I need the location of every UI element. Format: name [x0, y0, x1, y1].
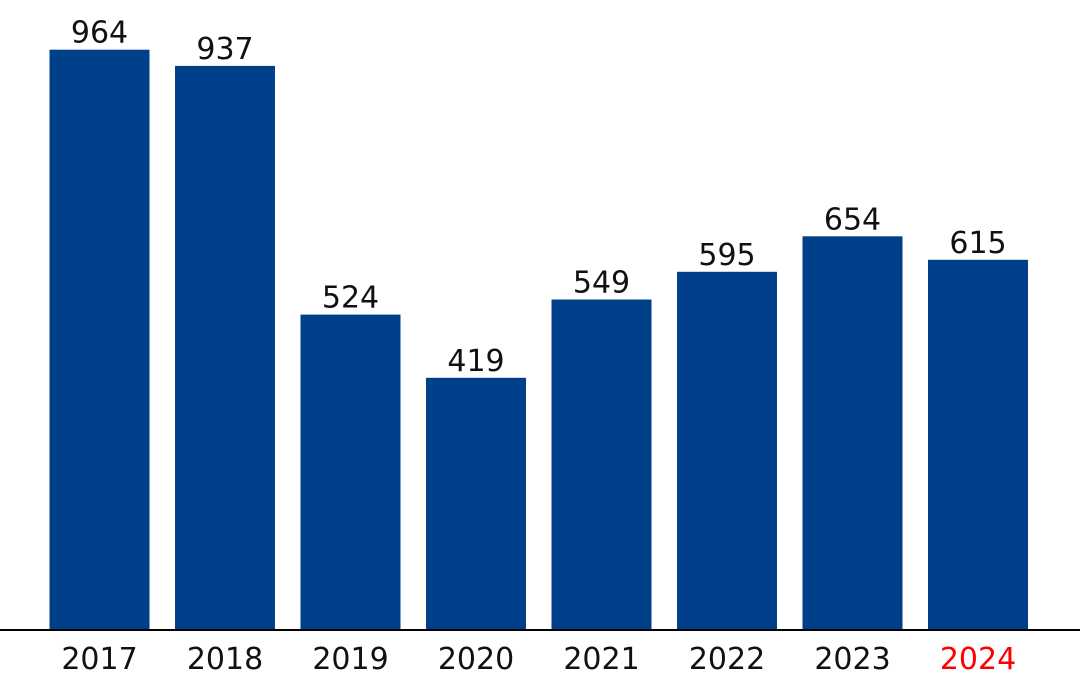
bar-2022 [677, 271, 777, 630]
bar-2018 [175, 65, 275, 630]
x-tick-labels-group: 2017 2018 2019 2020 2021 2022 2023 2024 [61, 642, 1016, 675]
x-tick-label-2019: 2019 [312, 642, 388, 675]
value-label-2023: 654 [824, 202, 881, 237]
x-tick-label-2024: 2024 [940, 642, 1016, 675]
bar-2020 [426, 377, 526, 630]
value-label-2017: 964 [71, 16, 128, 51]
x-tick-label-2023: 2023 [814, 642, 890, 675]
value-label-2019: 524 [322, 281, 379, 316]
value-labels-group: 964 937 524 419 549 595 654 615 [71, 16, 1007, 379]
bars-group [49, 49, 1028, 631]
value-label-2022: 595 [698, 238, 755, 273]
bar-2019 [300, 314, 401, 630]
bar-2021 [551, 299, 652, 630]
bar-2024 [928, 259, 1028, 630]
x-tick-label-2022: 2022 [689, 642, 765, 675]
bar-2023 [802, 236, 903, 631]
x-tick-label-2018: 2018 [187, 642, 263, 675]
value-label-2018: 937 [196, 32, 253, 67]
value-label-2020: 419 [447, 344, 504, 379]
x-tick-label-2017: 2017 [61, 642, 137, 675]
value-label-2024: 615 [949, 226, 1006, 261]
bar-2017 [49, 49, 150, 630]
x-tick-label-2020: 2020 [438, 642, 514, 675]
x-tick-label-2021: 2021 [563, 642, 639, 675]
value-label-2021: 549 [573, 266, 630, 301]
